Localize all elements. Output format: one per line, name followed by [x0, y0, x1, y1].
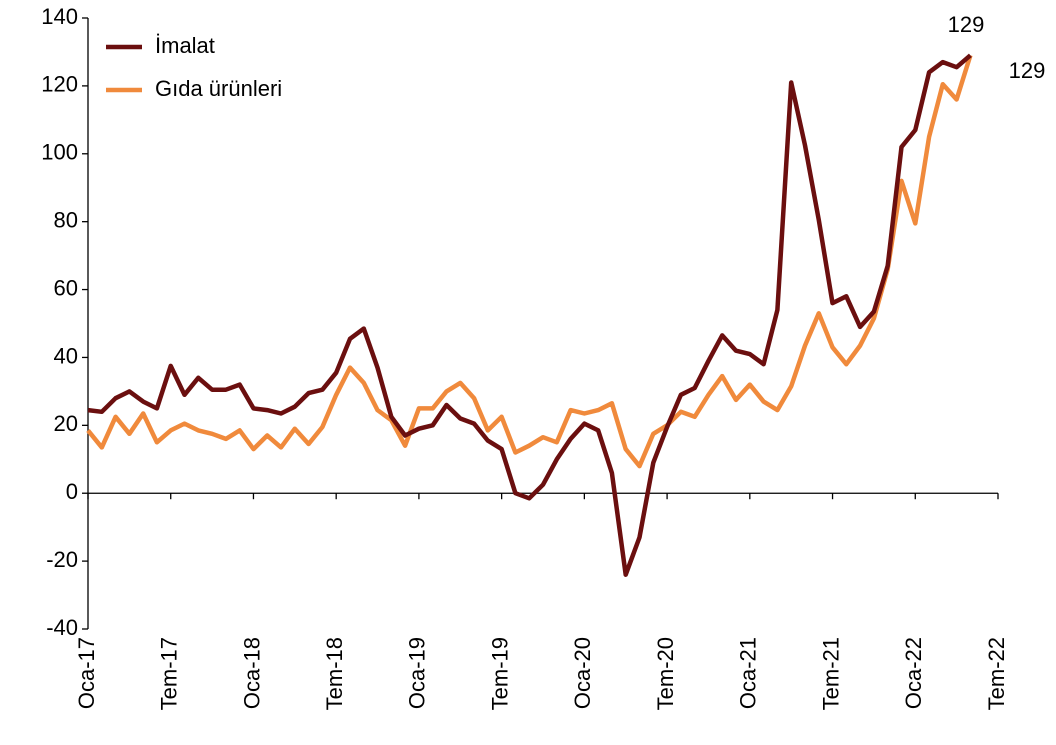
x-tick-label: Oca-19: [405, 637, 430, 709]
y-tick-label: 80: [54, 207, 78, 232]
x-tick-label: Oca-18: [239, 637, 264, 709]
y-tick-label: 40: [54, 343, 78, 368]
legend-label: İmalat: [155, 33, 215, 58]
y-tick-label: 60: [54, 275, 78, 300]
y-tick-label: 20: [54, 411, 78, 436]
y-tick-label: -40: [46, 615, 78, 640]
y-tick-label: 100: [41, 140, 78, 165]
y-tick-label: 0: [66, 479, 78, 504]
x-tick-label: Tem-17: [157, 637, 182, 710]
series-line: [86, 54, 973, 469]
x-tick-label: Tem-20: [653, 637, 678, 710]
x-tick-label: Tem-22: [984, 637, 1009, 710]
x-tick-label: Oca-22: [901, 637, 926, 709]
annotation: 129: [1009, 58, 1046, 83]
y-tick-label: 120: [41, 72, 78, 97]
legend-label: Gıda ürünleri: [155, 76, 282, 101]
y-tick-label: 140: [41, 4, 78, 29]
y-tick-label: -20: [46, 547, 78, 572]
annotation: 129: [948, 12, 985, 37]
x-tick-label: Oca-20: [570, 637, 595, 709]
series-line: [87, 53, 972, 577]
x-tick-label: Oca-21: [736, 637, 761, 709]
x-tick-label: Tem-19: [487, 637, 512, 710]
x-tick-label: Tem-18: [322, 637, 347, 710]
x-tick-label: Oca-17: [74, 637, 99, 709]
x-tick-label: Tem-21: [818, 637, 843, 710]
